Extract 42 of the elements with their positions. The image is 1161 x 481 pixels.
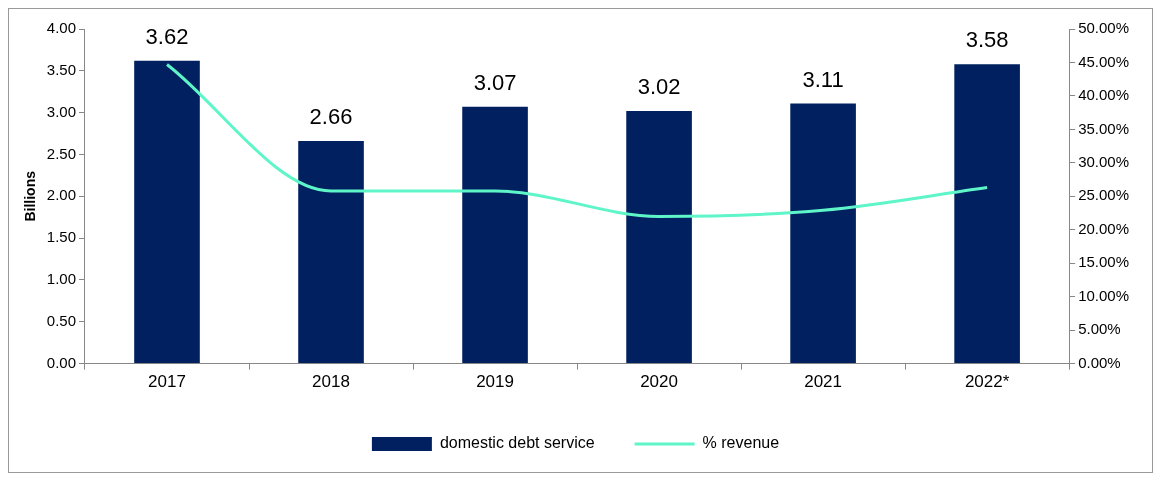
y-tick-label: 4.00	[46, 19, 76, 37]
x-tick-label: 2017	[148, 372, 186, 392]
data-label: 2.66	[309, 104, 353, 130]
x-tick-label: 2022*	[964, 372, 1010, 392]
y2-tick-label: 30.00%	[1078, 152, 1129, 170]
x-tick-label: 2021	[804, 372, 843, 392]
data-label: 3.11	[802, 66, 844, 92]
y-axis-title: Billions	[22, 170, 39, 222]
bar	[134, 60, 200, 364]
y2-tick-label: 15.00%	[1078, 253, 1129, 271]
bar	[954, 64, 1020, 364]
y2-tick-label: 20.00%	[1078, 219, 1129, 237]
legend-label: % revenue	[702, 434, 780, 452]
y-tick-label: 3.00	[46, 102, 76, 120]
x-tick-label: 2018	[312, 372, 350, 392]
y-tick-label: 2.00	[46, 186, 76, 204]
x-tick-label: 2020	[640, 372, 678, 392]
y2-tick-label: 40.00%	[1078, 86, 1129, 104]
bar	[462, 106, 528, 364]
y-tick-label: 2.50	[46, 144, 76, 162]
y2-tick-label: 0.00%	[1078, 353, 1121, 371]
data-label: 3.02	[637, 74, 681, 100]
bar	[626, 110, 692, 364]
y2-tick-label: 25.00%	[1078, 186, 1129, 204]
data-label: 3.07	[473, 69, 517, 95]
y2-tick-label: 35.00%	[1078, 119, 1129, 137]
y2-tick-label: 50.00%	[1078, 19, 1129, 37]
y-tick-label: 1.00	[46, 270, 76, 288]
y-tick-label: 0.00	[46, 353, 76, 371]
y2-tick-label: 45.00%	[1078, 52, 1129, 70]
legend-label: domestic debt service	[439, 434, 595, 452]
y-tick-label: 1.50	[46, 228, 76, 246]
bar	[790, 103, 856, 364]
data-label: 3.62	[145, 23, 189, 49]
y-tick-label: 0.50	[46, 311, 76, 329]
y-tick-label: 3.50	[46, 60, 76, 78]
line-series	[165, 62, 989, 218]
data-label: 3.58	[965, 27, 1009, 53]
bar	[298, 141, 364, 364]
y2-tick-label: 5.00%	[1078, 320, 1121, 338]
y2-tick-label: 10.00%	[1078, 286, 1129, 304]
x-tick-label: 2019	[476, 372, 514, 392]
